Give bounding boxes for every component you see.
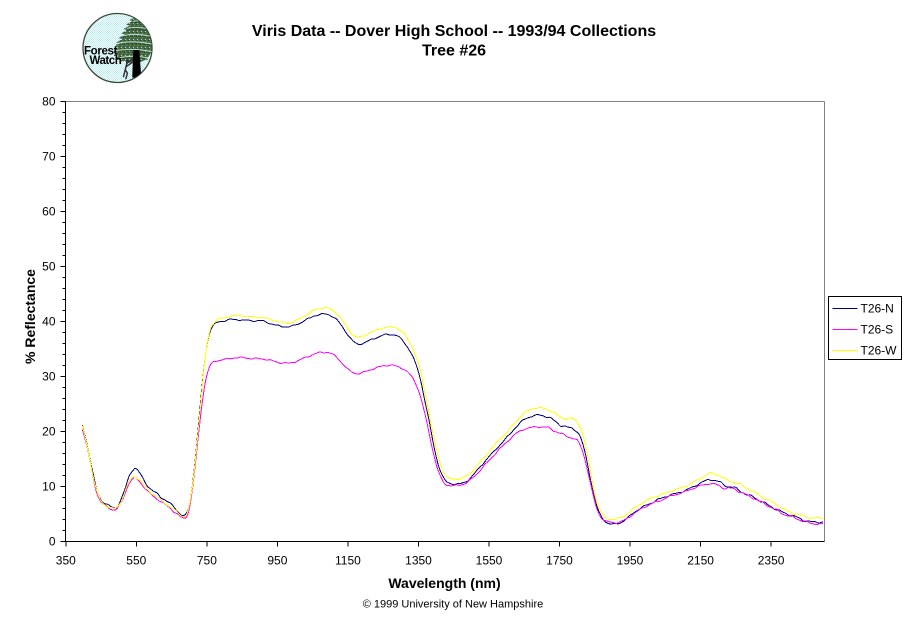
svg-text:© 1999 University of New Hamps: © 1999 University of New Hampshire	[363, 599, 544, 611]
svg-text:350: 350	[56, 554, 76, 568]
svg-text:10: 10	[42, 480, 56, 494]
svg-text:750: 750	[197, 554, 217, 568]
svg-text:40: 40	[42, 315, 56, 329]
svg-text:30: 30	[42, 370, 56, 384]
svg-text:T26-N: T26-N	[861, 302, 894, 316]
svg-text:Watch: Watch	[90, 55, 122, 67]
svg-text:1150: 1150	[335, 554, 361, 568]
svg-text:80: 80	[42, 95, 56, 109]
svg-text:60: 60	[42, 205, 56, 219]
svg-text:2350: 2350	[758, 554, 785, 568]
svg-text:1950: 1950	[617, 554, 644, 568]
svg-text:Forest: Forest	[84, 46, 118, 58]
svg-text:550: 550	[126, 554, 146, 568]
svg-text:1750: 1750	[546, 554, 573, 568]
svg-text:50: 50	[42, 260, 56, 274]
svg-text:% Reflectance: % Reflectance	[22, 269, 38, 364]
svg-text:Tree #26: Tree #26	[422, 43, 486, 60]
svg-text:Wavelength (nm): Wavelength (nm)	[388, 575, 500, 591]
svg-text:T26-S: T26-S	[861, 323, 894, 337]
svg-text:1350: 1350	[405, 554, 432, 568]
svg-text:950: 950	[267, 554, 287, 568]
svg-text:T26-W: T26-W	[861, 344, 898, 358]
svg-text:0: 0	[49, 535, 56, 549]
svg-text:Viris Data -- Dover High Schoo: Viris Data -- Dover High School -- 1993/…	[252, 23, 656, 40]
svg-text:70: 70	[42, 150, 56, 164]
svg-text:20: 20	[42, 425, 56, 439]
svg-text:2150: 2150	[687, 554, 714, 568]
svg-text:1550: 1550	[476, 554, 503, 568]
